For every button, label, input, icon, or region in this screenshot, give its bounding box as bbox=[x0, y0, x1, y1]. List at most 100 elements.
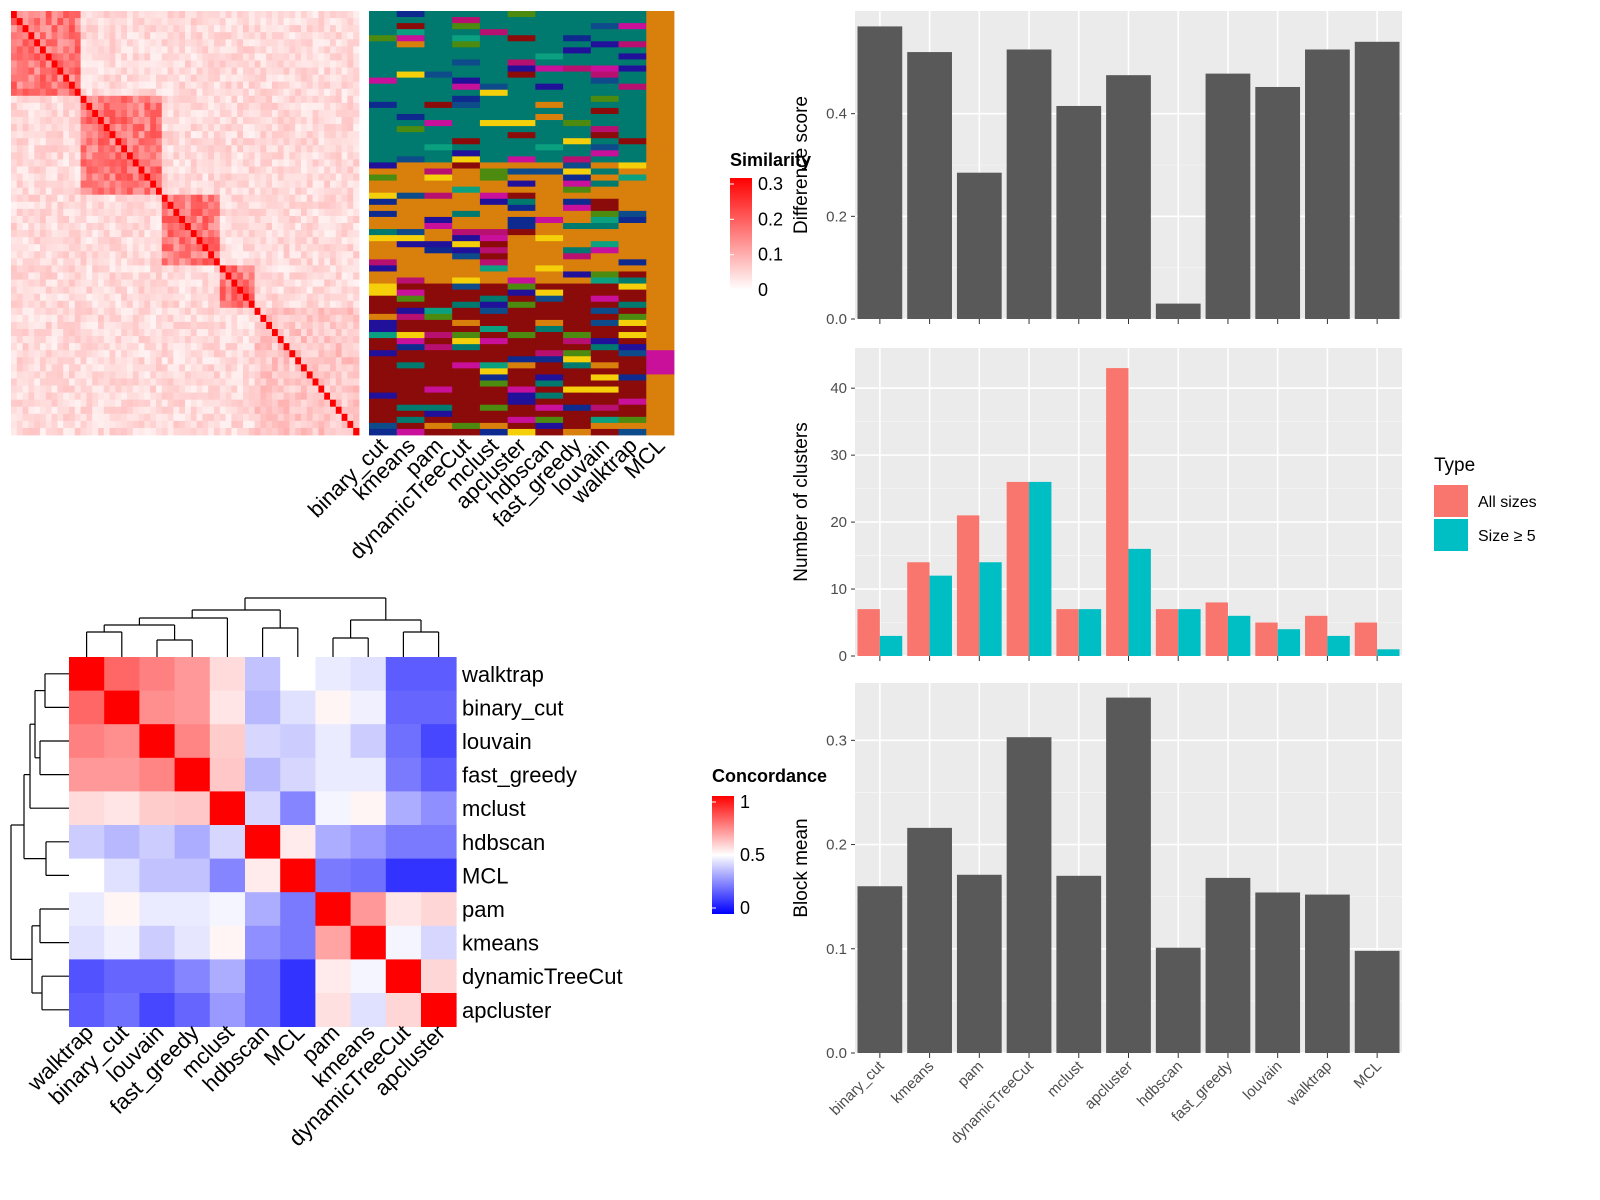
similarity-cell bbox=[312, 371, 319, 379]
label-cell bbox=[424, 65, 453, 72]
label-cell bbox=[424, 210, 453, 218]
concordance-cell bbox=[139, 892, 175, 927]
label-cell bbox=[590, 404, 619, 412]
similarity-cell bbox=[40, 265, 47, 273]
similarity-cell bbox=[190, 166, 197, 174]
bar bbox=[907, 827, 952, 1053]
similarity-cell bbox=[132, 60, 139, 68]
similarity-cell bbox=[283, 406, 290, 415]
similarity-cell bbox=[16, 286, 23, 295]
similarity-cell bbox=[103, 251, 110, 259]
label-cell bbox=[535, 398, 564, 406]
similarity-cell bbox=[121, 215, 128, 224]
similarity-cell bbox=[115, 265, 122, 273]
label-cell bbox=[507, 416, 536, 424]
similarity-cell bbox=[34, 314, 41, 323]
similarity-cell bbox=[121, 385, 128, 393]
similarity-cell bbox=[277, 286, 284, 295]
similarity-cell bbox=[318, 201, 325, 210]
similarity-cell bbox=[208, 293, 215, 302]
bar bbox=[1178, 609, 1201, 656]
similarity-cell bbox=[185, 329, 192, 337]
similarity-cell bbox=[144, 215, 151, 224]
similarity-cell bbox=[86, 60, 93, 68]
label-cell bbox=[452, 398, 481, 406]
similarity-cell bbox=[266, 251, 273, 259]
similarity-cell bbox=[74, 88, 81, 97]
similarity-cell bbox=[353, 413, 360, 422]
similarity-cell bbox=[167, 145, 174, 153]
similarity-cell bbox=[214, 152, 221, 160]
label-cell bbox=[646, 277, 675, 284]
similarity-cell bbox=[248, 350, 255, 358]
similarity-cell bbox=[103, 307, 110, 316]
similarity-cell bbox=[306, 378, 313, 386]
similarity-cell bbox=[103, 88, 110, 97]
similarity-cell bbox=[45, 166, 52, 174]
similarity-cell bbox=[109, 18, 116, 26]
similarity-cell bbox=[92, 187, 99, 196]
similarity-cell bbox=[22, 11, 29, 19]
label-cell bbox=[479, 325, 509, 333]
similarity-cell bbox=[330, 237, 337, 245]
label-cell bbox=[535, 344, 564, 351]
similarity-cell bbox=[80, 343, 87, 351]
label-cell bbox=[618, 319, 647, 327]
similarity-cell bbox=[266, 67, 273, 75]
similarity-cell bbox=[260, 117, 267, 125]
label-cell bbox=[590, 271, 619, 278]
similarity-cell bbox=[86, 279, 93, 287]
similarity-cell bbox=[266, 329, 273, 337]
similarity-cell bbox=[92, 279, 99, 287]
concordance-cell bbox=[385, 959, 422, 994]
similarity-cell bbox=[11, 427, 18, 436]
similarity-cell bbox=[301, 180, 308, 189]
similarity-cell bbox=[80, 237, 87, 245]
similarity-cell bbox=[74, 117, 81, 125]
similarity-cell bbox=[173, 117, 180, 125]
similarity-cell bbox=[324, 321, 331, 330]
similarity-cell bbox=[306, 350, 313, 358]
similarity-cell bbox=[167, 279, 174, 287]
concordance-cell bbox=[280, 858, 316, 893]
label-cell bbox=[424, 162, 453, 169]
similarity-cell bbox=[330, 187, 337, 196]
label-cell bbox=[618, 332, 647, 339]
label-cell bbox=[618, 428, 647, 436]
similarity-cell bbox=[231, 385, 238, 393]
similarity-cell bbox=[167, 18, 174, 26]
label-cell bbox=[563, 204, 592, 212]
label-cell bbox=[618, 107, 647, 115]
similarity-cell bbox=[121, 329, 128, 337]
similarity-cell bbox=[219, 230, 226, 238]
concordance-cell bbox=[104, 724, 140, 759]
similarity-cell bbox=[63, 102, 70, 111]
similarity-cell bbox=[34, 173, 41, 181]
similarity-cell bbox=[11, 32, 18, 40]
similarity-cell bbox=[318, 39, 325, 47]
similarity-cell bbox=[231, 60, 238, 68]
similarity-cell bbox=[185, 336, 192, 344]
similarity-cell bbox=[86, 413, 93, 422]
similarity-cell bbox=[179, 420, 186, 429]
similarity-cell bbox=[16, 180, 23, 189]
similarity-cell bbox=[295, 378, 302, 386]
similarity-cell bbox=[92, 109, 99, 118]
label-cell bbox=[396, 223, 425, 230]
similarity-cell bbox=[74, 25, 81, 33]
concordance-cell bbox=[421, 724, 457, 759]
label-cell bbox=[369, 120, 398, 127]
similarity-cell bbox=[28, 321, 35, 330]
similarity-cell bbox=[318, 392, 325, 401]
similarity-cell bbox=[109, 265, 116, 273]
similarity-cell bbox=[301, 392, 308, 401]
similarity-cell bbox=[45, 230, 52, 238]
label-cell bbox=[396, 313, 425, 321]
similarity-cell bbox=[121, 399, 128, 408]
similarity-cell bbox=[248, 321, 255, 330]
similarity-cell bbox=[86, 215, 93, 224]
similarity-cell bbox=[190, 321, 197, 330]
similarity-cell bbox=[260, 286, 267, 295]
similarity-cell bbox=[132, 18, 139, 26]
label-cell bbox=[563, 59, 592, 66]
